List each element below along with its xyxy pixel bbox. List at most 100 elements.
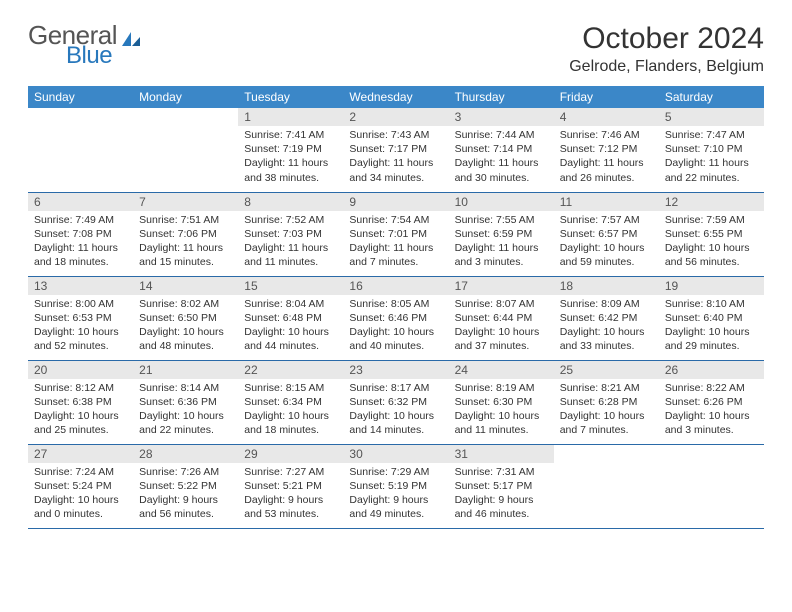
calendar-cell-empty — [133, 108, 238, 192]
day-number: 15 — [238, 277, 343, 295]
calendar-head: SundayMondayTuesdayWednesdayThursdayFrid… — [28, 86, 764, 108]
day-details: Sunrise: 8:22 AMSunset: 6:26 PMDaylight:… — [659, 379, 764, 442]
weekday-header: Saturday — [659, 86, 764, 108]
day-number: 29 — [238, 445, 343, 463]
calendar-cell: 30Sunrise: 7:29 AMSunset: 5:19 PMDayligh… — [343, 444, 448, 528]
calendar-cell: 3Sunrise: 7:44 AMSunset: 7:14 PMDaylight… — [449, 108, 554, 192]
day-details: Sunrise: 8:12 AMSunset: 6:38 PMDaylight:… — [28, 379, 133, 442]
calendar-cell: 25Sunrise: 8:21 AMSunset: 6:28 PMDayligh… — [554, 360, 659, 444]
day-number: 28 — [133, 445, 238, 463]
day-number: 4 — [554, 108, 659, 126]
calendar-row: 27Sunrise: 7:24 AMSunset: 5:24 PMDayligh… — [28, 444, 764, 528]
day-number: 24 — [449, 361, 554, 379]
day-number: 11 — [554, 193, 659, 211]
calendar-table: SundayMondayTuesdayWednesdayThursdayFrid… — [28, 86, 764, 529]
calendar-cell: 28Sunrise: 7:26 AMSunset: 5:22 PMDayligh… — [133, 444, 238, 528]
day-number: 16 — [343, 277, 448, 295]
day-number: 20 — [28, 361, 133, 379]
day-details: Sunrise: 7:59 AMSunset: 6:55 PMDaylight:… — [659, 211, 764, 274]
calendar-cell: 22Sunrise: 8:15 AMSunset: 6:34 PMDayligh… — [238, 360, 343, 444]
calendar-row: 6Sunrise: 7:49 AMSunset: 7:08 PMDaylight… — [28, 192, 764, 276]
calendar-cell: 5Sunrise: 7:47 AMSunset: 7:10 PMDaylight… — [659, 108, 764, 192]
day-details: Sunrise: 8:15 AMSunset: 6:34 PMDaylight:… — [238, 379, 343, 442]
day-number: 27 — [28, 445, 133, 463]
day-details: Sunrise: 7:43 AMSunset: 7:17 PMDaylight:… — [343, 126, 448, 189]
calendar-cell-empty — [28, 108, 133, 192]
calendar-cell: 20Sunrise: 8:12 AMSunset: 6:38 PMDayligh… — [28, 360, 133, 444]
title-block: October 2024 Gelrode, Flanders, Belgium — [569, 22, 764, 76]
day-number: 5 — [659, 108, 764, 126]
calendar-cell: 13Sunrise: 8:00 AMSunset: 6:53 PMDayligh… — [28, 276, 133, 360]
day-number: 14 — [133, 277, 238, 295]
day-details: Sunrise: 8:17 AMSunset: 6:32 PMDaylight:… — [343, 379, 448, 442]
calendar-row: 13Sunrise: 8:00 AMSunset: 6:53 PMDayligh… — [28, 276, 764, 360]
calendar-cell: 8Sunrise: 7:52 AMSunset: 7:03 PMDaylight… — [238, 192, 343, 276]
day-number: 25 — [554, 361, 659, 379]
day-details: Sunrise: 8:19 AMSunset: 6:30 PMDaylight:… — [449, 379, 554, 442]
day-number: 31 — [449, 445, 554, 463]
calendar-cell: 29Sunrise: 7:27 AMSunset: 5:21 PMDayligh… — [238, 444, 343, 528]
day-details: Sunrise: 8:21 AMSunset: 6:28 PMDaylight:… — [554, 379, 659, 442]
day-details: Sunrise: 7:57 AMSunset: 6:57 PMDaylight:… — [554, 211, 659, 274]
calendar-cell: 16Sunrise: 8:05 AMSunset: 6:46 PMDayligh… — [343, 276, 448, 360]
weekday-header: Wednesday — [343, 86, 448, 108]
logo: GeneralBlue — [28, 22, 142, 68]
day-details: Sunrise: 7:51 AMSunset: 7:06 PMDaylight:… — [133, 211, 238, 274]
day-number: 22 — [238, 361, 343, 379]
calendar-cell: 6Sunrise: 7:49 AMSunset: 7:08 PMDaylight… — [28, 192, 133, 276]
day-number: 18 — [554, 277, 659, 295]
day-number: 26 — [659, 361, 764, 379]
day-number: 3 — [449, 108, 554, 126]
day-details: Sunrise: 7:54 AMSunset: 7:01 PMDaylight:… — [343, 211, 448, 274]
day-number: 7 — [133, 193, 238, 211]
calendar-cell: 10Sunrise: 7:55 AMSunset: 6:59 PMDayligh… — [449, 192, 554, 276]
day-details: Sunrise: 8:09 AMSunset: 6:42 PMDaylight:… — [554, 295, 659, 358]
day-number: 12 — [659, 193, 764, 211]
day-number: 8 — [238, 193, 343, 211]
calendar-cell-empty — [659, 444, 764, 528]
day-details: Sunrise: 8:00 AMSunset: 6:53 PMDaylight:… — [28, 295, 133, 358]
calendar-cell: 21Sunrise: 8:14 AMSunset: 6:36 PMDayligh… — [133, 360, 238, 444]
day-details: Sunrise: 8:14 AMSunset: 6:36 PMDaylight:… — [133, 379, 238, 442]
calendar-cell: 1Sunrise: 7:41 AMSunset: 7:19 PMDaylight… — [238, 108, 343, 192]
day-number: 9 — [343, 193, 448, 211]
calendar-cell: 12Sunrise: 7:59 AMSunset: 6:55 PMDayligh… — [659, 192, 764, 276]
day-details: Sunrise: 7:44 AMSunset: 7:14 PMDaylight:… — [449, 126, 554, 189]
day-details: Sunrise: 7:47 AMSunset: 7:10 PMDaylight:… — [659, 126, 764, 189]
calendar-cell: 27Sunrise: 7:24 AMSunset: 5:24 PMDayligh… — [28, 444, 133, 528]
day-number: 21 — [133, 361, 238, 379]
logo-text-2: Blue — [66, 44, 142, 68]
day-details: Sunrise: 7:41 AMSunset: 7:19 PMDaylight:… — [238, 126, 343, 189]
header: GeneralBlue October 2024 Gelrode, Flande… — [28, 22, 764, 76]
calendar-cell: 15Sunrise: 8:04 AMSunset: 6:48 PMDayligh… — [238, 276, 343, 360]
day-details: Sunrise: 7:49 AMSunset: 7:08 PMDaylight:… — [28, 211, 133, 274]
weekday-header: Sunday — [28, 86, 133, 108]
day-details: Sunrise: 7:31 AMSunset: 5:17 PMDaylight:… — [449, 463, 554, 526]
day-number: 19 — [659, 277, 764, 295]
day-details: Sunrise: 7:26 AMSunset: 5:22 PMDaylight:… — [133, 463, 238, 526]
weekday-header: Monday — [133, 86, 238, 108]
calendar-cell: 11Sunrise: 7:57 AMSunset: 6:57 PMDayligh… — [554, 192, 659, 276]
calendar-row: 1Sunrise: 7:41 AMSunset: 7:19 PMDaylight… — [28, 108, 764, 192]
day-details: Sunrise: 8:05 AMSunset: 6:46 PMDaylight:… — [343, 295, 448, 358]
day-details: Sunrise: 8:07 AMSunset: 6:44 PMDaylight:… — [449, 295, 554, 358]
calendar-cell: 31Sunrise: 7:31 AMSunset: 5:17 PMDayligh… — [449, 444, 554, 528]
day-details: Sunrise: 8:04 AMSunset: 6:48 PMDaylight:… — [238, 295, 343, 358]
calendar-cell: 14Sunrise: 8:02 AMSunset: 6:50 PMDayligh… — [133, 276, 238, 360]
day-number: 2 — [343, 108, 448, 126]
day-details: Sunrise: 7:27 AMSunset: 5:21 PMDaylight:… — [238, 463, 343, 526]
day-number: 10 — [449, 193, 554, 211]
calendar-row: 20Sunrise: 8:12 AMSunset: 6:38 PMDayligh… — [28, 360, 764, 444]
calendar-cell: 4Sunrise: 7:46 AMSunset: 7:12 PMDaylight… — [554, 108, 659, 192]
day-details: Sunrise: 7:46 AMSunset: 7:12 PMDaylight:… — [554, 126, 659, 189]
day-details: Sunrise: 7:29 AMSunset: 5:19 PMDaylight:… — [343, 463, 448, 526]
day-number: 17 — [449, 277, 554, 295]
day-details: Sunrise: 8:10 AMSunset: 6:40 PMDaylight:… — [659, 295, 764, 358]
day-details: Sunrise: 8:02 AMSunset: 6:50 PMDaylight:… — [133, 295, 238, 358]
month-title: October 2024 — [569, 22, 764, 56]
calendar-cell: 17Sunrise: 8:07 AMSunset: 6:44 PMDayligh… — [449, 276, 554, 360]
calendar-cell: 19Sunrise: 8:10 AMSunset: 6:40 PMDayligh… — [659, 276, 764, 360]
day-number: 23 — [343, 361, 448, 379]
day-number: 30 — [343, 445, 448, 463]
calendar-cell: 9Sunrise: 7:54 AMSunset: 7:01 PMDaylight… — [343, 192, 448, 276]
